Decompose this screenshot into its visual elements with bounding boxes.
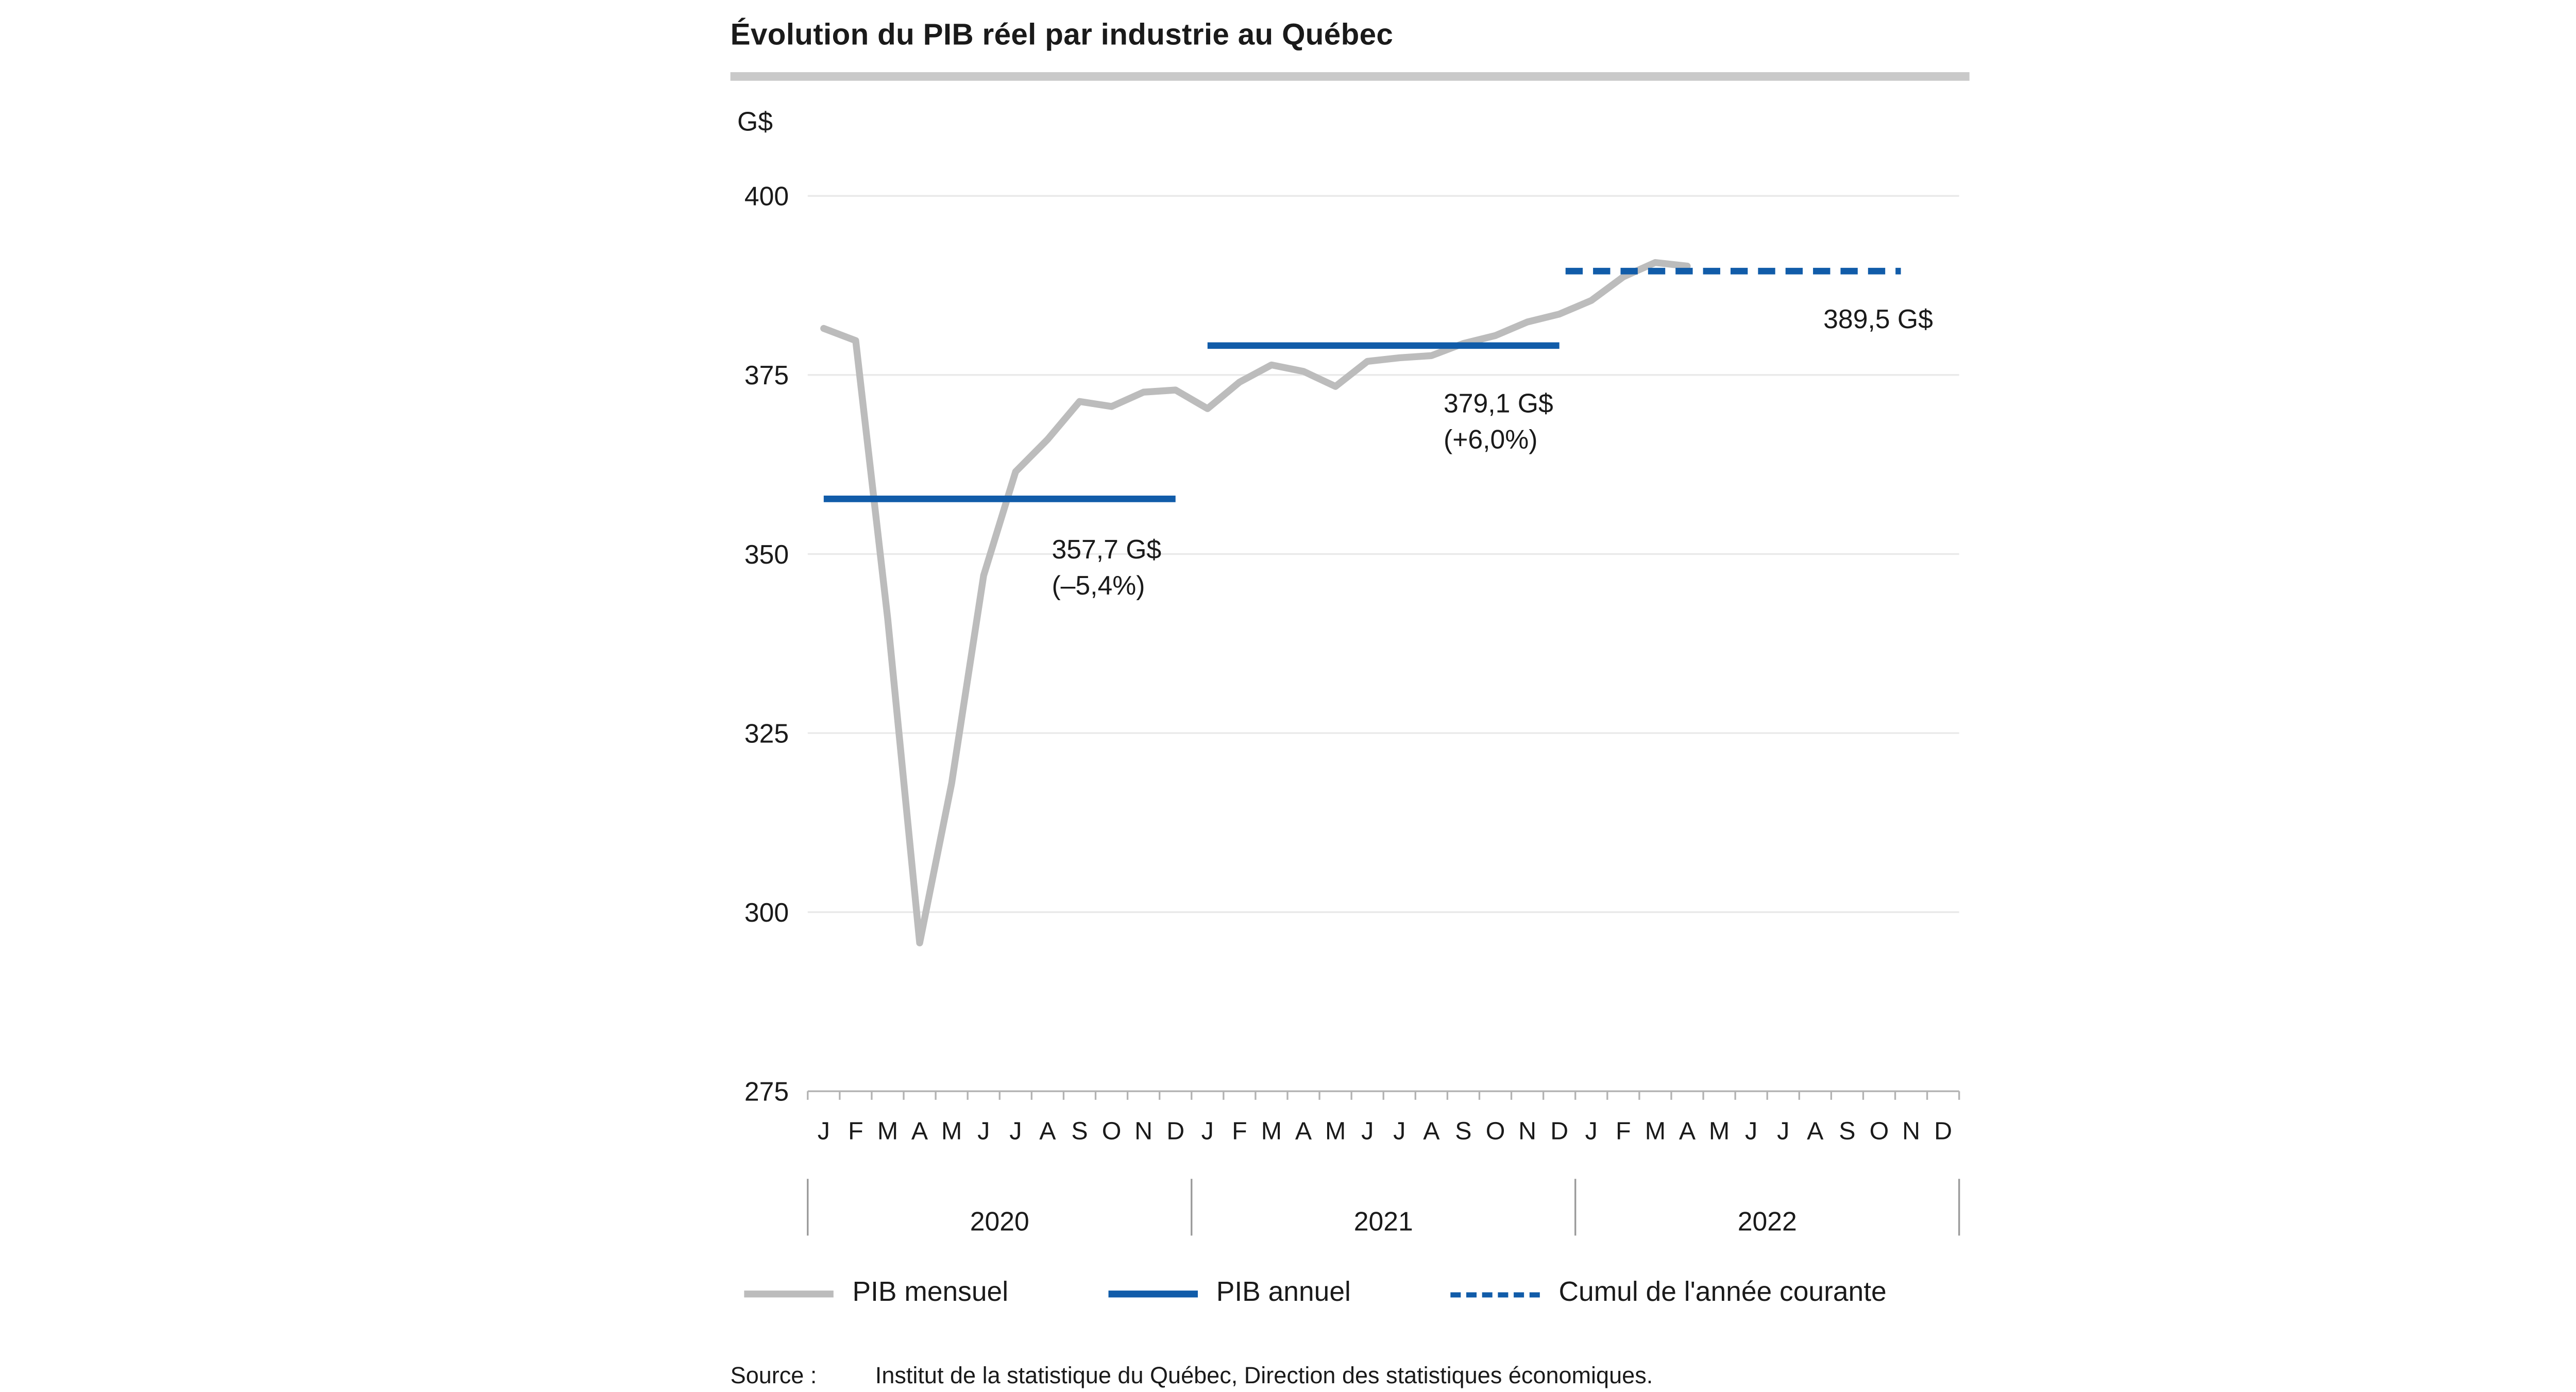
month-label: J <box>1009 1117 1022 1145</box>
month-label: F <box>1616 1117 1631 1145</box>
page-title: Évolution du PIB réel par industrie au Q… <box>730 17 1394 52</box>
annotation-2022-value: 389,5 G$ <box>1823 305 1933 335</box>
annotation-2020: 357,7 G$ (–5,4%) <box>1052 533 1161 605</box>
y-tick-label: 375 <box>744 360 789 390</box>
y-tick-label: 325 <box>744 718 789 748</box>
y-axis-unit-label: G$ <box>737 108 773 138</box>
legend-item-pib-mensuel: PIB mensuel <box>744 1279 1008 1310</box>
month-label: J <box>1777 1117 1789 1145</box>
month-label: J <box>977 1117 990 1145</box>
month-label: M <box>941 1117 962 1145</box>
monthly-gdp-line <box>820 259 1691 947</box>
month-label: A <box>1423 1117 1440 1145</box>
month-label: A <box>1039 1117 1056 1145</box>
y-tick-label: 350 <box>744 539 789 569</box>
month-label: D <box>1934 1117 1952 1145</box>
month-label: O <box>1870 1117 1889 1145</box>
month-label: S <box>1839 1117 1855 1145</box>
y-tick-label: 300 <box>744 897 789 927</box>
month-label: F <box>1232 1117 1247 1145</box>
month-label: M <box>1261 1117 1282 1145</box>
annotation-2022: 389,5 G$ <box>1823 302 1933 338</box>
annotation-2021-change: (+6,0%) <box>1443 426 1538 455</box>
year-label: 2021 <box>1354 1206 1413 1236</box>
year-label: 2022 <box>1738 1206 1797 1236</box>
monthly-line-sample-icon <box>744 1291 834 1298</box>
legend-label: PIB annuel <box>1216 1278 1351 1308</box>
month-label: N <box>1134 1117 1153 1145</box>
month-label: J <box>1745 1117 1757 1145</box>
y-tick-label: 400 <box>744 181 789 211</box>
title-rule <box>730 72 1970 81</box>
source-text: Institut de la statistique du Québec, Di… <box>875 1363 1653 1389</box>
month-label: S <box>1455 1117 1471 1145</box>
month-label: N <box>1902 1117 1920 1145</box>
year-label: 2020 <box>970 1206 1029 1236</box>
month-label: M <box>877 1117 898 1145</box>
month-label: O <box>1102 1117 1122 1145</box>
month-label: S <box>1071 1117 1088 1145</box>
month-label: M <box>1325 1117 1346 1145</box>
legend: PIB mensuel PIB annuel Cumul de l'année … <box>744 1278 1887 1310</box>
month-label: J <box>1201 1117 1214 1145</box>
annual-line-sample-icon <box>1108 1291 1198 1298</box>
month-label: A <box>1679 1117 1696 1145</box>
legend-label: Cumul de l'année courante <box>1558 1278 1887 1308</box>
legend-label: PIB mensuel <box>852 1278 1009 1308</box>
month-label: N <box>1518 1117 1536 1145</box>
legend-item-pib-annuel: PIB annuel <box>1108 1279 1351 1310</box>
month-label: J <box>1393 1117 1405 1145</box>
source-row: Source : Institut de la statistique du Qu… <box>731 1363 1653 1388</box>
source-label: Source : <box>730 1363 817 1389</box>
annotation-2021: 379,1 G$ (+6,0%) <box>1444 387 1553 459</box>
month-label: M <box>1709 1117 1730 1145</box>
month-label: J <box>1585 1117 1598 1145</box>
annotation-2020-change: (–5,4%) <box>1052 572 1145 602</box>
month-label: D <box>1166 1117 1184 1145</box>
month-label: F <box>848 1117 863 1145</box>
annotation-2021-value: 379,1 G$ <box>1443 390 1553 419</box>
month-label: J <box>818 1117 830 1145</box>
y-tick-label: 275 <box>744 1077 789 1107</box>
annotation-2020-value: 357,7 G$ <box>1052 536 1162 566</box>
month-label: O <box>1486 1117 1505 1145</box>
legend-item-cumul: Cumul de l'année courante <box>1450 1278 1887 1310</box>
month-label: A <box>911 1117 928 1145</box>
month-label: A <box>1295 1117 1312 1145</box>
month-label: D <box>1550 1117 1568 1145</box>
month-label: M <box>1645 1117 1666 1145</box>
cumulative-line-sample-icon <box>1450 1291 1540 1297</box>
month-label: A <box>1807 1117 1824 1145</box>
month-label: J <box>1361 1117 1374 1145</box>
